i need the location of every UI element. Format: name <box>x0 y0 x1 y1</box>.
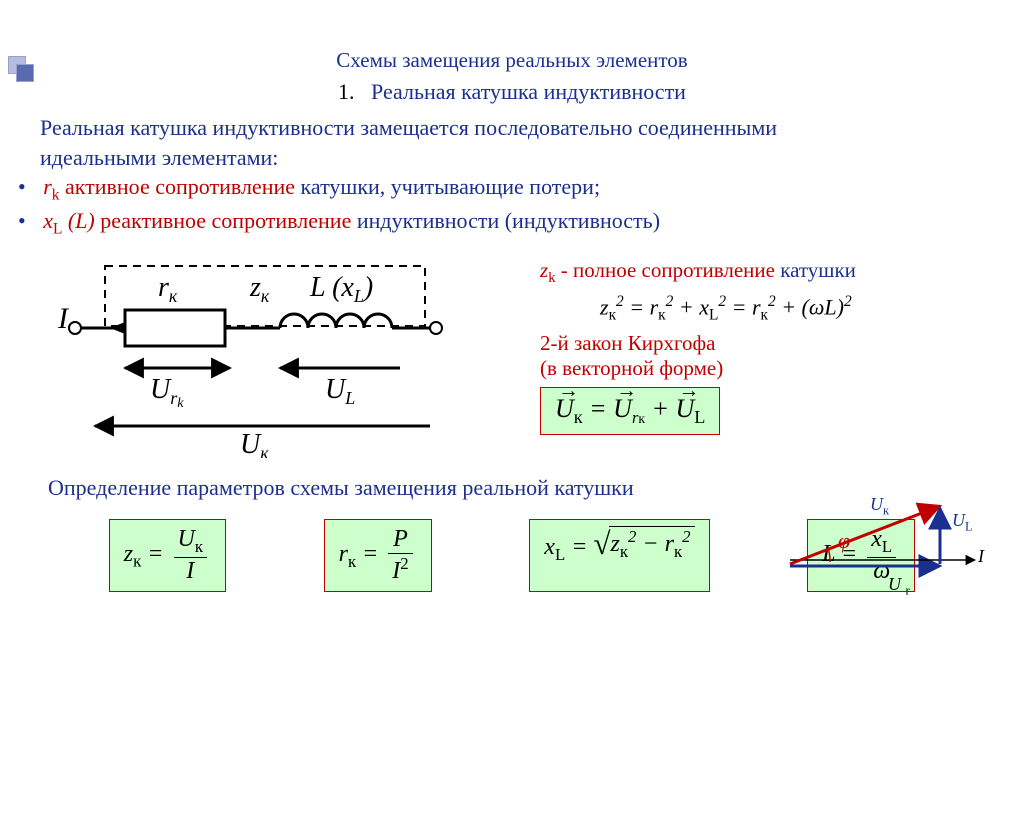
kirchhoff-formula: Uк = Urк + UL <box>540 387 720 435</box>
zk-formula: zк2 = rк2 + xL2 = rк2 + (ωL)2 <box>600 293 1024 325</box>
svg-text:I: I <box>57 302 70 335</box>
bullet-xl: • xL (L) реактивное сопротивление индукт… <box>18 206 1024 240</box>
circuit-diagram: I rк zк L (xL) Urk UL Uк <box>0 258 520 463</box>
kirchhoff-label: 2-й закон Кирхгофа (в векторной форме) <box>540 331 1024 381</box>
slide-subtitle: 1. Реальная катушка индуктивности <box>0 79 1024 105</box>
formula-zk: zк = Uк I <box>109 519 226 592</box>
formula-rk: rк = P I2 <box>324 519 432 592</box>
svg-text:UL: UL <box>325 374 355 408</box>
zk-definition: zk - полное сопротивление катушки <box>540 258 1024 287</box>
intro-text: Реальная катушка индуктивности замещаетс… <box>40 113 1002 172</box>
formula-xl: xL = √ zк2 − rк2 <box>529 519 709 592</box>
svg-text:Uк: Uк <box>240 429 269 458</box>
svg-text:L (xL): L (xL) <box>309 272 373 306</box>
bullet-rk: • rk активное сопротивление катушки, учи… <box>18 172 1024 206</box>
slide-title: Схемы замещения реальных элементов <box>0 48 1024 73</box>
svg-text:zк: zк <box>249 272 270 306</box>
vector-diagram: Uк UL I U r φ <box>780 488 1000 598</box>
svg-text:rк: rк <box>158 272 178 306</box>
svg-text:Urk: Urk <box>150 374 184 411</box>
